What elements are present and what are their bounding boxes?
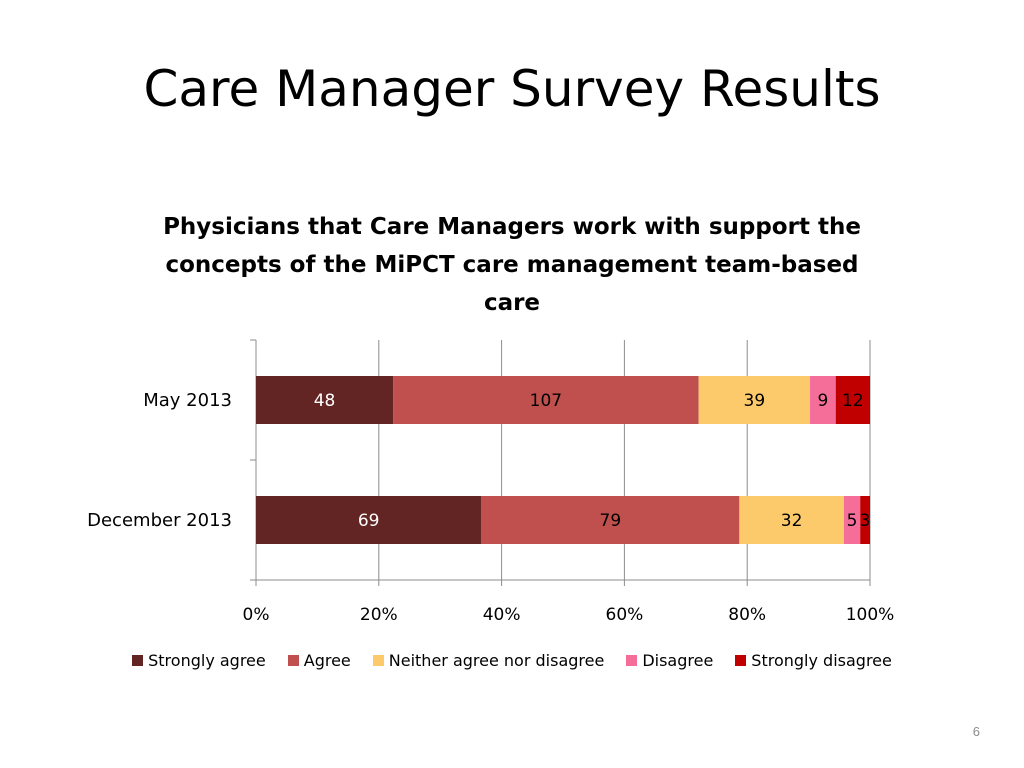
legend-swatch: [132, 655, 144, 666]
data-label: 5: [847, 511, 858, 531]
legend-item: Agree: [287, 651, 351, 670]
bar-segment: [256, 496, 482, 544]
category-labels: May 2013 December 2013: [87, 390, 232, 531]
bar-segment: [256, 376, 394, 424]
legend-item: Disagree: [626, 651, 713, 670]
data-label: 32: [781, 511, 803, 531]
x-tick-label: 0%: [243, 605, 270, 625]
x-tick-label: 60%: [606, 605, 644, 625]
bar-segment: [860, 496, 870, 544]
data-label: 69: [358, 511, 380, 531]
legend-label: Agree: [303, 651, 351, 670]
bar-segment: [843, 496, 861, 544]
legend-label: Strongly agree: [148, 651, 266, 670]
legend-label: Disagree: [642, 651, 714, 670]
x-tick-label: 20%: [360, 605, 398, 625]
legend-item: Neither agree nor disagree: [372, 651, 605, 670]
x-tick-label: 100%: [846, 605, 895, 625]
bar-segment: [481, 496, 740, 544]
category-label: May 2013: [143, 390, 232, 411]
legend-item: Strongly disagree: [735, 651, 892, 670]
legend-swatch: [735, 655, 747, 666]
legend-swatch: [626, 655, 638, 666]
x-tick-label: 40%: [483, 605, 521, 625]
bar-segment: [739, 496, 844, 544]
bar-segment: [810, 376, 836, 424]
category-label: December 2013: [87, 510, 232, 531]
data-label: 48: [314, 391, 336, 411]
data-label: 39: [744, 391, 766, 411]
legend-swatch: [372, 655, 384, 666]
bar-segment: [835, 376, 870, 424]
data-labels: 48 107 39 9 12 69 79 32 5 3: [314, 391, 871, 531]
data-label: 79: [600, 511, 622, 531]
x-tick-label: 80%: [728, 605, 766, 625]
x-tick-labels: 0% 20% 40% 60% 80% 100%: [243, 605, 895, 625]
data-label: 9: [817, 391, 828, 411]
slide-title: Care Manager Survey Results: [143, 60, 881, 118]
data-label: 107: [530, 391, 562, 411]
stacked-bar-chart: 48 107 39 9 12 69 79 32 5 3 May 2013 December 2013…: [87, 339, 895, 625]
bar-segment: [698, 376, 811, 424]
legend-label: Strongly disagree: [751, 651, 892, 670]
legend-swatch: [287, 655, 299, 666]
page-number: 6: [972, 724, 980, 739]
legend: Strongly agree Agree Neither agree nor dis…: [60, 651, 964, 670]
bars: [256, 376, 870, 544]
legend-item: Strongly agree: [132, 651, 266, 670]
data-label: 12: [842, 391, 864, 411]
data-label: 3: [860, 511, 871, 531]
legend-label: Neither agree nor disagree: [388, 651, 605, 670]
chart-title: Physicians that Care Managers work with …: [163, 214, 861, 316]
bar-segment: [393, 376, 699, 424]
